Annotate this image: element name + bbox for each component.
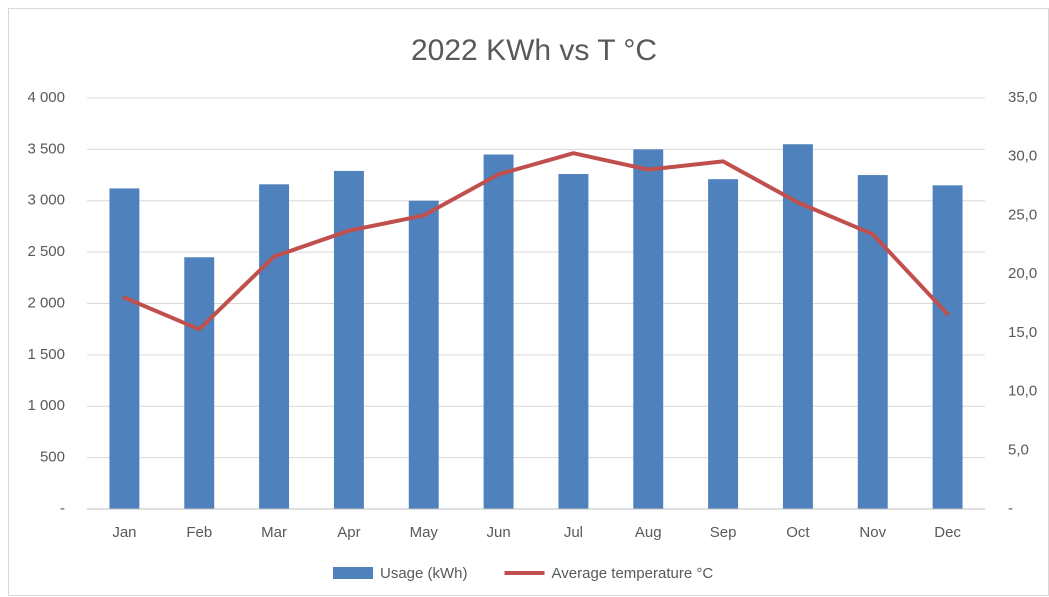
y2-tick-label: 5,0	[1008, 441, 1029, 458]
bar	[333, 170, 364, 509]
y2-tick-label: 10,0	[1008, 383, 1037, 400]
y-tick-label: 2 000	[27, 294, 65, 311]
x-tick-label: Jan	[112, 524, 136, 541]
y-tick-label: -	[60, 500, 65, 517]
y-tick-label: 4 000	[27, 89, 65, 106]
y2-tick-label: 25,0	[1008, 206, 1037, 223]
bar	[259, 184, 290, 509]
bar	[408, 200, 439, 509]
y-tick-label: 500	[40, 449, 65, 466]
bar	[184, 257, 215, 509]
bar	[708, 179, 739, 510]
y-tick-label: 3 000	[27, 192, 65, 209]
y2-tick-label: 30,0	[1008, 148, 1037, 165]
x-tick-label: Sep	[710, 524, 737, 541]
x-tick-label: Jun	[486, 524, 510, 541]
x-tick-label: Aug	[635, 524, 662, 541]
x-tick-label: Dec	[934, 524, 961, 541]
y2-tick-label: 20,0	[1008, 265, 1037, 282]
y-tick-label: 2 500	[27, 243, 65, 260]
y2-tick-label: -	[1008, 500, 1013, 517]
legend-swatch	[333, 567, 373, 579]
chart-title: 2022 KWh vs T °C	[411, 34, 657, 67]
bar	[857, 175, 888, 509]
x-tick-label: Jul	[564, 524, 583, 541]
x-tick-label: Nov	[859, 524, 886, 541]
bar	[109, 188, 140, 510]
y-tick-label: 1 500	[27, 346, 65, 363]
x-tick-label: Mar	[261, 524, 287, 541]
line	[122, 151, 950, 332]
x-tick-label: Feb	[186, 524, 212, 541]
y2-tick-label: 35,0	[1008, 89, 1037, 106]
x-tick-label: May	[410, 524, 439, 541]
chart-frame	[8, 8, 1049, 596]
legend-label: Usage (kWh)	[380, 565, 468, 582]
legend-label: Average temperature °C	[552, 565, 714, 582]
y-tick-label: 3 500	[27, 140, 65, 157]
x-tick-label: Oct	[786, 524, 810, 541]
bar	[932, 185, 963, 509]
y-tick-label: 1 000	[27, 397, 65, 414]
bar	[483, 154, 514, 509]
y2-tick-label: 15,0	[1008, 324, 1037, 341]
bar	[558, 174, 589, 509]
x-tick-label: Apr	[337, 524, 360, 541]
bar	[633, 149, 664, 509]
